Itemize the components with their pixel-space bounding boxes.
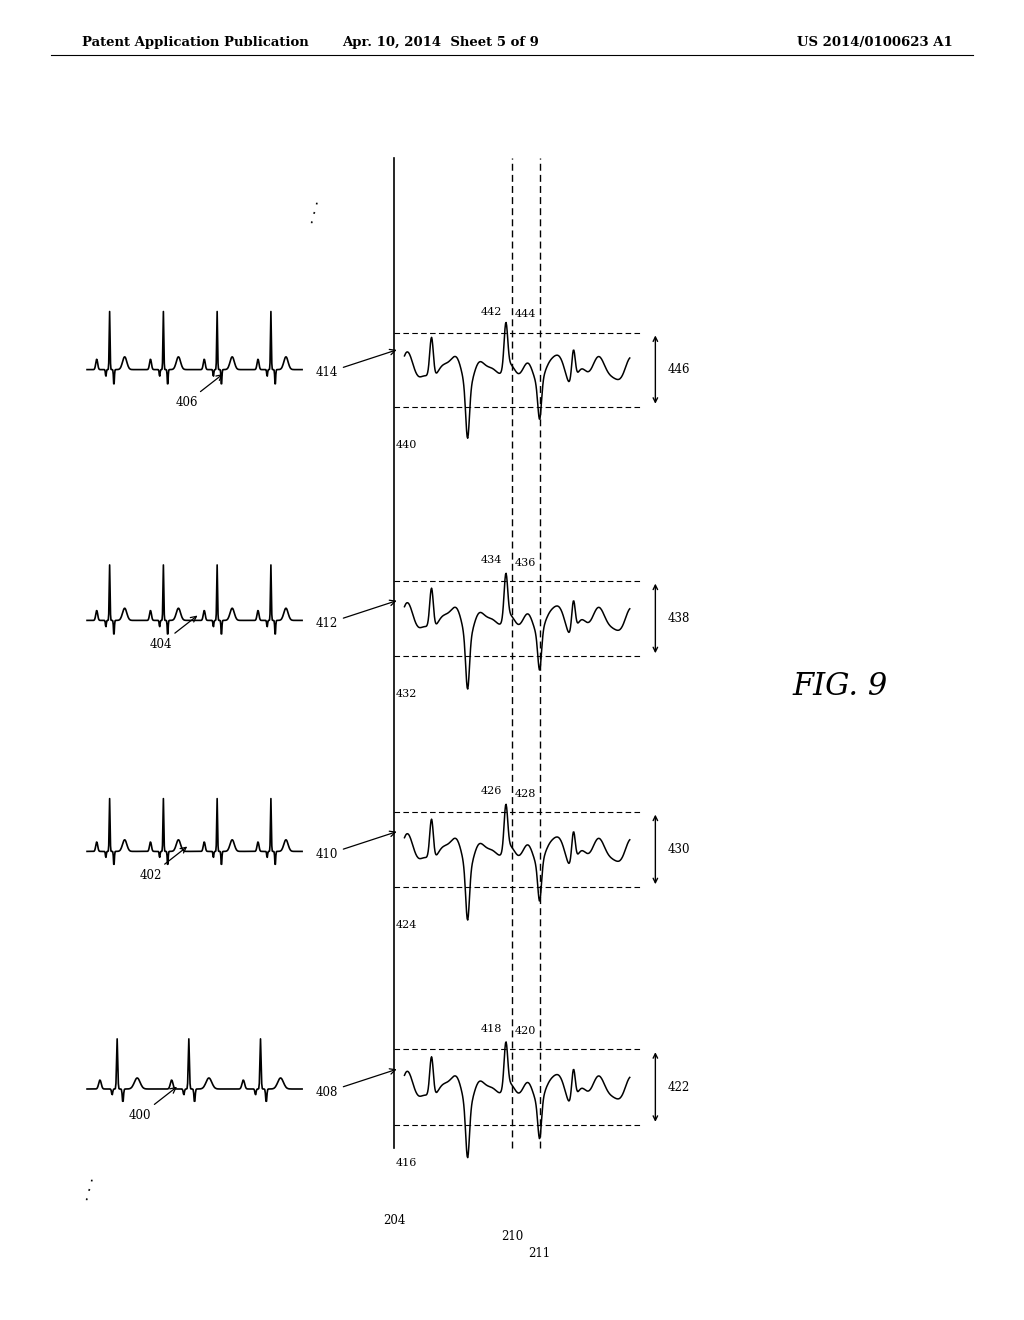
Text: 211: 211 [528, 1247, 551, 1261]
Text: 418: 418 [481, 1023, 502, 1034]
Text: 442: 442 [481, 306, 502, 317]
Text: FIG. 9: FIG. 9 [792, 671, 888, 702]
Text: 204: 204 [383, 1214, 406, 1228]
Text: 210: 210 [501, 1230, 523, 1243]
Text: 410: 410 [315, 832, 395, 861]
Text: 422: 422 [668, 1081, 690, 1093]
Text: 432: 432 [396, 689, 417, 700]
Text: 446: 446 [668, 363, 690, 376]
Text: 424: 424 [396, 920, 417, 931]
Text: 414: 414 [315, 350, 395, 379]
Text: 408: 408 [315, 1069, 395, 1098]
Text: . . .: . . . [77, 1175, 97, 1201]
Text: 406: 406 [175, 375, 222, 409]
Text: 412: 412 [315, 601, 395, 630]
Text: 416: 416 [396, 1158, 417, 1168]
Text: 420: 420 [515, 1026, 536, 1036]
Text: Apr. 10, 2014  Sheet 5 of 9: Apr. 10, 2014 Sheet 5 of 9 [342, 36, 539, 49]
Text: 444: 444 [515, 309, 536, 319]
Text: 438: 438 [668, 612, 690, 624]
Text: 402: 402 [139, 847, 186, 882]
Text: 440: 440 [396, 440, 417, 450]
Text: . . .: . . . [302, 198, 323, 224]
Text: 404: 404 [150, 616, 197, 651]
Text: 400: 400 [129, 1088, 176, 1122]
Text: 428: 428 [515, 788, 536, 799]
Text: 436: 436 [515, 557, 536, 568]
Text: 426: 426 [481, 785, 502, 796]
Text: 430: 430 [668, 843, 690, 855]
Text: 434: 434 [481, 554, 502, 565]
Text: Patent Application Publication: Patent Application Publication [82, 36, 308, 49]
Text: US 2014/0100623 A1: US 2014/0100623 A1 [797, 36, 952, 49]
